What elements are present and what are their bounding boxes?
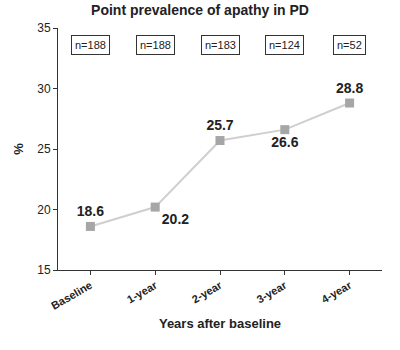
svg-text:Years after baseline: Years after baseline [159, 316, 281, 331]
svg-text:n=52: n=52 [337, 39, 362, 51]
svg-text:n=188: n=188 [140, 39, 171, 51]
svg-text:%: % [11, 143, 26, 155]
svg-text:n=124: n=124 [269, 39, 300, 51]
svg-text:25.7: 25.7 [206, 117, 233, 133]
svg-text:20: 20 [37, 203, 51, 217]
svg-text:30: 30 [37, 82, 51, 96]
svg-text:15: 15 [37, 263, 51, 277]
svg-text:2-year: 2-year [190, 278, 225, 305]
svg-text:35: 35 [37, 21, 51, 35]
svg-text:3-year: 3-year [254, 278, 289, 305]
svg-text:26.6: 26.6 [271, 134, 298, 150]
svg-text:1-year: 1-year [125, 278, 160, 305]
svg-text:25: 25 [37, 142, 51, 156]
svg-text:n=188: n=188 [75, 39, 106, 51]
svg-text:n=183: n=183 [205, 39, 236, 51]
svg-text:20.2: 20.2 [162, 211, 189, 227]
svg-text:4-year: 4-year [319, 278, 354, 305]
svg-text:Baseline: Baseline [49, 279, 94, 312]
svg-text:28.8: 28.8 [336, 80, 363, 96]
svg-text:18.6: 18.6 [77, 203, 104, 219]
svg-text:Point prevalence of apathy in: Point prevalence of apathy in PD [91, 2, 309, 18]
